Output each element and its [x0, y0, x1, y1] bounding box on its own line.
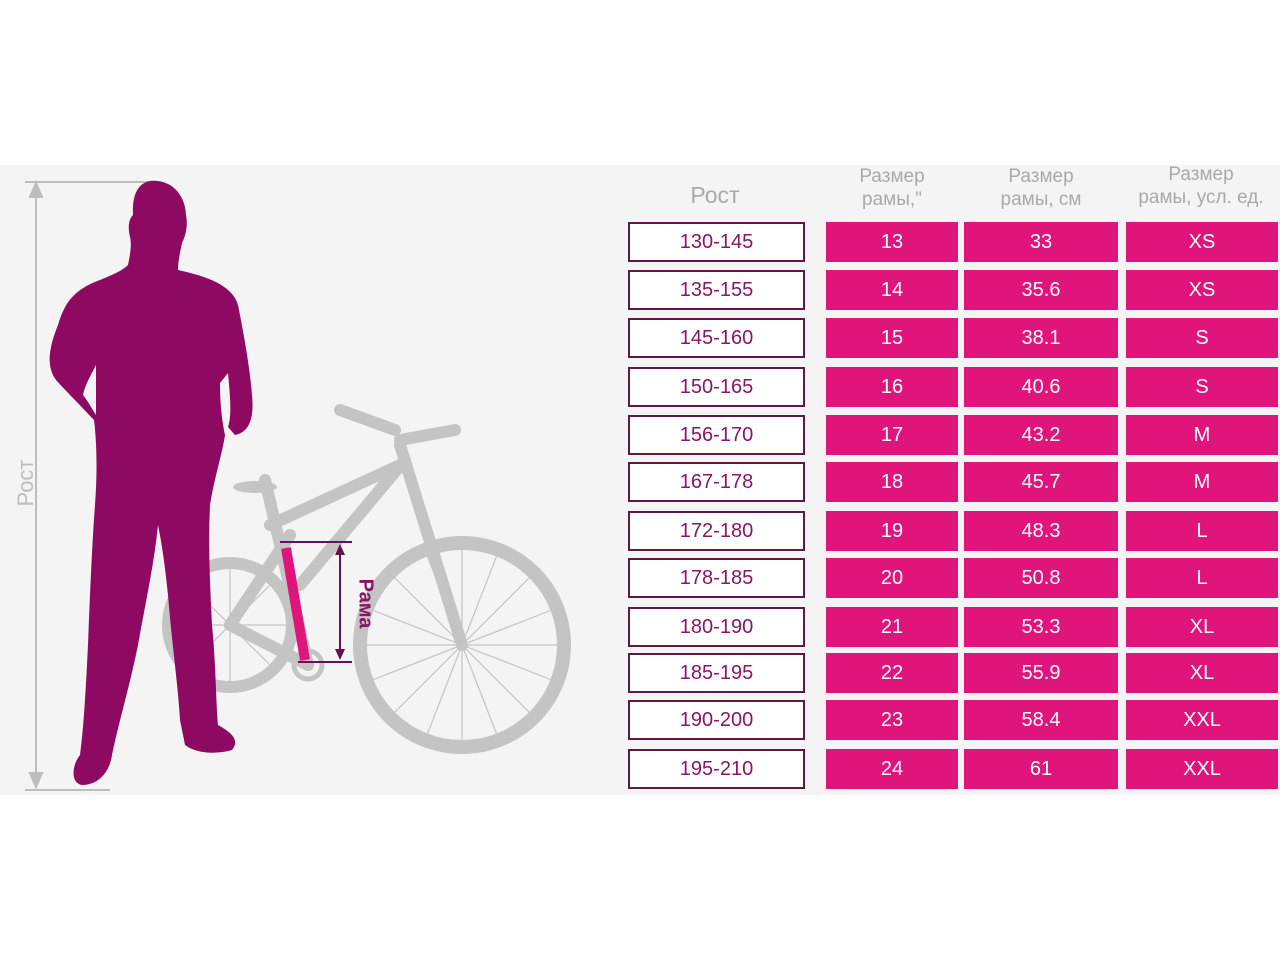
size-illustration: [25, 180, 571, 791]
frame-inches-cell: 13: [826, 222, 958, 262]
frame-size-cell: M: [1126, 415, 1278, 455]
height-range-cell: 145-160: [628, 318, 805, 358]
header-line: Размер: [1008, 166, 1074, 187]
frame-size-cell: M: [1126, 462, 1278, 502]
table-row: 150-165 16 40.6 S: [0, 367, 1280, 407]
table-row: 172-180 19 48.3 L: [0, 511, 1280, 551]
frame-cm-cell: 35.6: [964, 270, 1118, 310]
frame-inches-cell: 14: [826, 270, 958, 310]
frame-size-cell: XXL: [1126, 700, 1278, 740]
frame-size-cell: L: [1126, 558, 1278, 598]
frame-inches-cell: 18: [826, 462, 958, 502]
height-range-cell: 180-190: [628, 607, 805, 647]
frame-inches-cell: 15: [826, 318, 958, 358]
height-range-cell: 195-210: [628, 749, 805, 789]
height-range-cell: 178-185: [628, 558, 805, 598]
header-line: рамы, см: [1000, 189, 1082, 210]
height-range-cell: 172-180: [628, 511, 805, 551]
table-row: 145-160 15 38.1 S: [0, 318, 1280, 358]
table-row: 156-170 17 43.2 M: [0, 415, 1280, 455]
frame-size-cell: S: [1126, 367, 1278, 407]
frame-inches-cell: 23: [826, 700, 958, 740]
frame-cm-cell: 55.9: [964, 653, 1118, 693]
frame-cm-cell: 58.4: [964, 700, 1118, 740]
frame-size-cell: XL: [1126, 653, 1278, 693]
header-line: Размер: [859, 166, 925, 187]
frame-cm-cell: 33: [964, 222, 1118, 262]
header-frame-inches: Размер рамы,": [826, 165, 958, 211]
header-line: рамы,": [862, 189, 922, 210]
frame-size-cell: XS: [1126, 222, 1278, 262]
header-line: рамы, усл. ед.: [1138, 187, 1264, 208]
table-row: 185-195 22 55.9 XL: [0, 653, 1280, 693]
height-range-cell: 150-165: [628, 367, 805, 407]
header-frame-size: Размер рамы, усл. ед.: [1120, 163, 1280, 209]
frame-size-cell: S: [1126, 318, 1278, 358]
frame-inches-cell: 22: [826, 653, 958, 693]
frame-inches-cell: 16: [826, 367, 958, 407]
frame-inches-cell: 24: [826, 749, 958, 789]
frame-inches-cell: 21: [826, 607, 958, 647]
table-row: 130-145 13 33 XS: [0, 222, 1280, 262]
table-row: 167-178 18 45.7 M: [0, 462, 1280, 502]
frame-inches-cell: 20: [826, 558, 958, 598]
frame-size-cell: XXL: [1126, 749, 1278, 789]
frame-size-cell: L: [1126, 511, 1278, 551]
height-range-cell: 185-195: [628, 653, 805, 693]
frame-inches-cell: 19: [826, 511, 958, 551]
frame-cm-cell: 61: [964, 749, 1118, 789]
person-silhouette: [49, 180, 253, 786]
height-range-cell: 190-200: [628, 700, 805, 740]
frame-inches-cell: 17: [826, 415, 958, 455]
height-dimension-line: [25, 180, 150, 791]
table-row: 135-155 14 35.6 XS: [0, 270, 1280, 310]
header-height: Рост: [640, 184, 790, 207]
frame-cm-cell: 45.7: [964, 462, 1118, 502]
frame-cm-cell: 50.8: [964, 558, 1118, 598]
frame-cm-cell: 38.1: [964, 318, 1118, 358]
frame-cm-cell: 48.3: [964, 511, 1118, 551]
table-row: 195-210 24 61 XXL: [0, 749, 1280, 789]
header-text: Рост: [690, 182, 740, 208]
height-range-cell: 156-170: [628, 415, 805, 455]
table-row: 178-185 20 50.8 L: [0, 558, 1280, 598]
header-line: Размер: [1168, 164, 1234, 185]
frame-size-cell: XL: [1126, 607, 1278, 647]
frame-cm-cell: 40.6: [964, 367, 1118, 407]
frame-size-cell: XS: [1126, 270, 1278, 310]
height-range-cell: 167-178: [628, 462, 805, 502]
height-range-cell: 130-145: [628, 222, 805, 262]
frame-cm-cell: 53.3: [964, 607, 1118, 647]
bicycle-icon: [162, 404, 571, 754]
table-row: 180-190 21 53.3 XL: [0, 607, 1280, 647]
height-range-cell: 135-155: [628, 270, 805, 310]
frame-marker: [280, 541, 352, 663]
frame-cm-cell: 43.2: [964, 415, 1118, 455]
table-row: 190-200 23 58.4 XXL: [0, 700, 1280, 740]
header-frame-cm: Размер рамы, см: [964, 165, 1118, 211]
